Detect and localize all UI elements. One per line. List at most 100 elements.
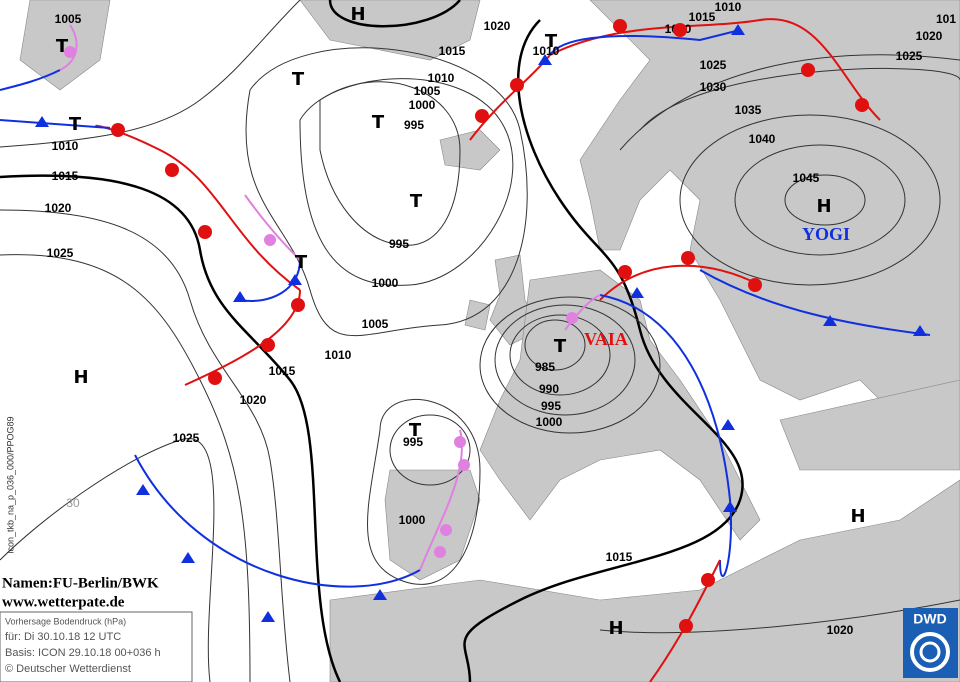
cold-front-symbol [288, 274, 302, 285]
isobar-label: 1000 [399, 513, 426, 527]
occlusion-symbol [264, 234, 276, 246]
pressure-center: T [69, 114, 82, 135]
pressure-center: H [73, 367, 88, 388]
isobar-label: 1040 [749, 132, 776, 146]
pressure-center: H [816, 196, 831, 217]
pressure-center: T [410, 191, 423, 212]
warm-front-symbol [618, 265, 632, 279]
cold-front-symbol [731, 24, 745, 35]
warm-front-symbol [679, 619, 693, 633]
logo-swirl-inner [919, 641, 941, 663]
pressure-center: T [409, 420, 422, 441]
isobar-label: 995 [404, 118, 424, 132]
warm-front-symbol [681, 251, 695, 265]
warm-front-symbol [198, 225, 212, 239]
info-box [0, 611, 193, 682]
warm-front-symbol [165, 163, 179, 177]
isobar-label: 1010 [325, 348, 352, 362]
warm-front-symbol [261, 338, 275, 352]
isobar-label: 1035 [735, 103, 762, 117]
cold-front-symbol [823, 315, 837, 326]
warm-front-symbol [475, 109, 489, 123]
product-code: icon_tkb_na_p_036_000/PPOG89 [5, 416, 15, 553]
logo-text: DWD [913, 611, 946, 627]
warm-front-symbol [748, 278, 762, 292]
isobar-label: 995 [403, 435, 423, 449]
warm-front-symbol [855, 98, 869, 112]
fronts [0, 18, 931, 682]
isobar-label: 1045 [793, 171, 820, 185]
warm-front-symbol [801, 63, 815, 77]
warm-front-symbol [291, 298, 305, 312]
isobar-label: 1015 [439, 44, 466, 58]
occlusion-symbol [440, 524, 452, 536]
isobar-label: 990 [539, 382, 559, 396]
pressure-center: H [350, 4, 365, 25]
isobar-label: 1015 [606, 550, 633, 564]
dwd-logo: DWD [903, 608, 958, 678]
labels: 1005 1020 1015 1010 1015 1010 1020 1025 1030 1035… [45, 0, 957, 639]
isobar-label: 995 [389, 237, 409, 251]
warm-front-symbol [673, 23, 687, 37]
logo-swirl [910, 632, 950, 672]
credit-names: Namen:FU-Berlin/BWK [2, 575, 159, 591]
pressure-center: T [554, 336, 567, 357]
isobar-label: 1030 [700, 80, 727, 94]
info-valid: für: Di 30.10.18 12 UTC [5, 631, 121, 643]
occlusion-symbol [458, 459, 470, 471]
system-name: VAIA [584, 329, 628, 349]
isobar-label: 1020 [240, 393, 267, 407]
isobar-label: 1020 [45, 201, 72, 215]
cold-front-symbol [538, 54, 552, 65]
land [19, 0, 960, 682]
isobar-label: 985 [535, 360, 555, 374]
isobar-label: 1010 [533, 44, 560, 58]
isobar-label: 1025 [700, 58, 727, 72]
warm-front-symbol [208, 371, 222, 385]
cold-front-symbol [913, 325, 927, 336]
occlusion-symbol [434, 546, 446, 558]
occlusion-symbol [566, 312, 578, 324]
pressure-center: T [372, 112, 385, 133]
pressure-center: T [292, 69, 305, 90]
info-title: Vorhersage Bodendruck (hPa) [5, 616, 126, 626]
isobar-label: 1000 [372, 276, 399, 290]
pressure-center: T [295, 252, 308, 273]
isobar-label: 1020 [916, 29, 943, 43]
warm-front-symbol [510, 78, 524, 92]
isobar-label: 995 [541, 399, 561, 413]
credit-website: www.wetterpate.de [2, 594, 125, 610]
cold-front-symbol [630, 287, 644, 298]
cold-front-symbol [136, 484, 150, 495]
isobar-label: 1005 [362, 317, 389, 331]
isobar-label: 1025 [47, 246, 74, 260]
cold-front-symbol [723, 501, 737, 512]
cold-front-symbol [35, 116, 49, 127]
isobar-label: 101 [936, 12, 956, 26]
isobar-label: 1015 [52, 169, 79, 183]
warm-front-symbol [613, 19, 627, 33]
occlusion-symbol [64, 46, 76, 58]
warm-front-symbol [701, 573, 715, 587]
isobar-label: 1020 [484, 19, 511, 33]
isobar-label: 1005 [414, 84, 441, 98]
system-name: YOGI [802, 224, 850, 244]
isobar-label: 1000 [409, 98, 436, 112]
isobar-label: 1015 [269, 364, 296, 378]
warm-front-symbol [111, 123, 125, 137]
isobar-label: 1020 [827, 623, 854, 637]
pressure-center: H [850, 506, 865, 527]
info-copyright: © Deutscher Wetterdienst [5, 663, 131, 675]
cold-front-symbol [233, 291, 247, 302]
cold-front-symbol [181, 552, 195, 563]
cold-front-symbol [721, 419, 735, 430]
grid-label: 30 [66, 496, 80, 510]
isobar-label: 1000 [536, 415, 563, 429]
cold-front-symbol [261, 611, 275, 622]
pressure-center: H [608, 618, 623, 639]
cold-front-symbol [373, 589, 387, 600]
isobar-label: 1010 [52, 139, 79, 153]
isobar-label: 1010 [428, 71, 455, 85]
